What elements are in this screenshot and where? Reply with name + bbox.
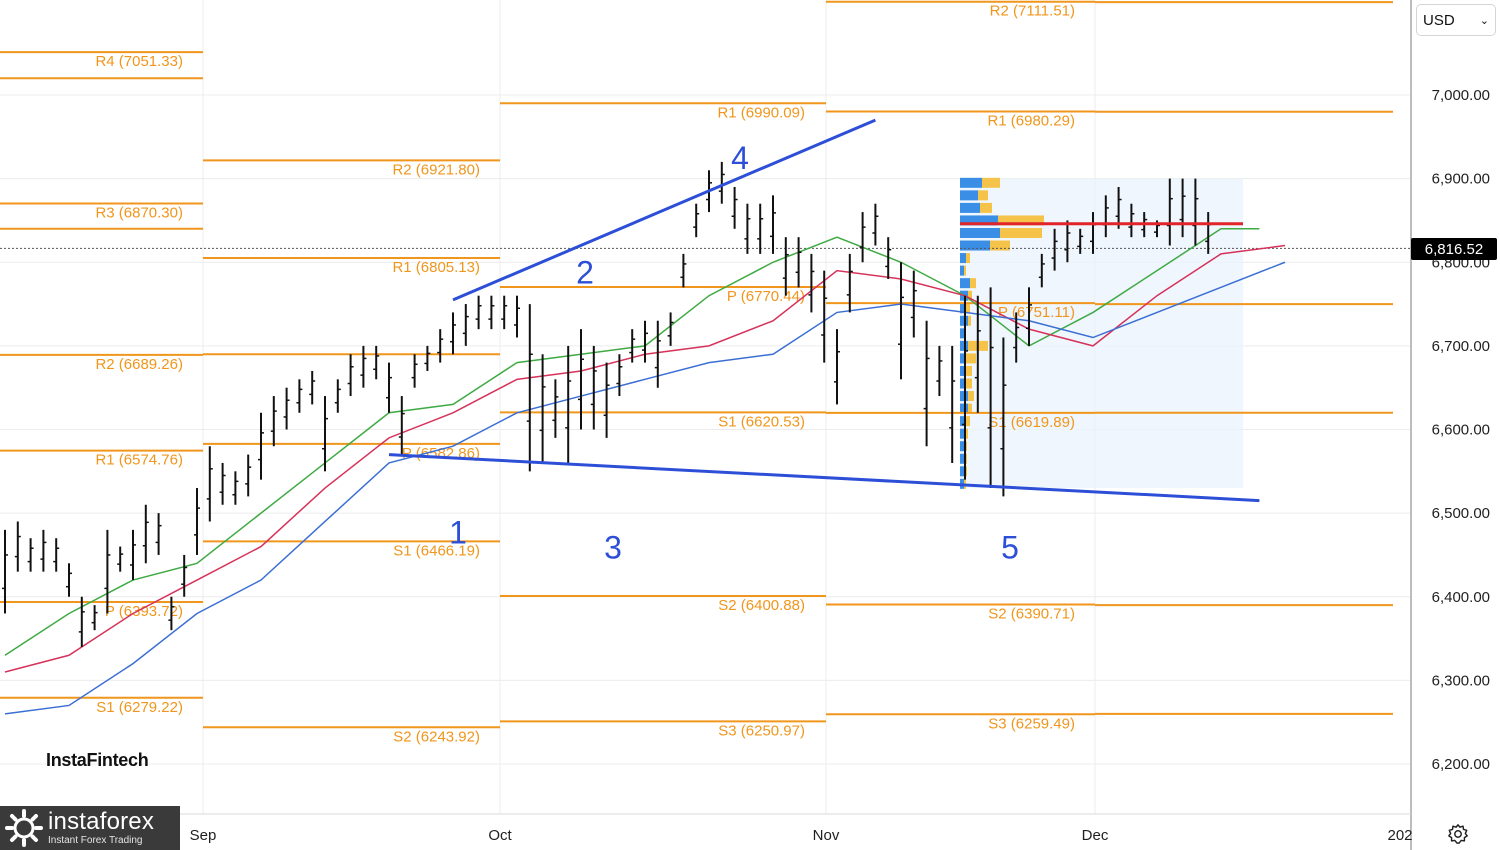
- pivot-label: P (6751.11): [998, 304, 1075, 321]
- pivot-label: S1 (6466.19): [393, 542, 480, 559]
- time-axis[interactable]: Sep Oct Nov Dec 202: [190, 827, 1413, 844]
- pivot-label: S2 (6390.71): [988, 606, 1075, 623]
- date-tick-label: 202: [1387, 827, 1412, 844]
- volume-profile-bar: [960, 378, 966, 389]
- volume-profile-bar: [960, 265, 964, 276]
- pivot-label: R3 (6870.30): [95, 204, 183, 221]
- footer-brand-badge: instaforex Instant Forex Trading: [0, 806, 180, 850]
- volume-profile-bar: [960, 428, 964, 439]
- footer-brand-name: instaforex: [48, 808, 155, 835]
- date-tick-label: Oct: [488, 827, 512, 844]
- volume-profile-bar: [960, 202, 980, 213]
- volume-profile-bar: [1000, 227, 1042, 238]
- wave-label: 3: [604, 530, 622, 566]
- pivot-label: P (6770.44): [727, 288, 805, 305]
- volume-profile-bar: [960, 453, 964, 464]
- pivot-label: S3 (6259.49): [988, 715, 1075, 732]
- volume-profile-bar: [960, 177, 982, 188]
- pivot-label: R2 (7111.51): [990, 3, 1075, 20]
- volume-profile-bar: [960, 328, 964, 339]
- volume-profile-bar: [960, 303, 966, 314]
- pivot-label: S2 (6243.92): [393, 728, 480, 745]
- pivot-label: R1 (6574.76): [95, 452, 183, 469]
- wave-label: 2: [576, 254, 594, 290]
- volume-profile-bar: [968, 391, 974, 402]
- date-tick-label: Sep: [190, 827, 217, 844]
- date-tick-label: Nov: [813, 827, 840, 844]
- volume-profile-bar: [960, 253, 966, 264]
- volume-profile-bar: [980, 202, 992, 213]
- volume-profile-bar: [998, 215, 1044, 226]
- volume-profile-bar: [960, 190, 978, 201]
- volume-profile-bar: [960, 227, 1000, 238]
- volume-profile-bar: [966, 253, 970, 264]
- wave-label: 1: [449, 515, 467, 551]
- volume-profile-bar: [968, 290, 972, 301]
- chevron-down-icon: ⌄: [1479, 14, 1489, 27]
- pivot-label: S1 (6279.22): [96, 699, 183, 716]
- volume-profile-bar: [960, 353, 966, 364]
- pivot-label: S2 (6400.88): [718, 597, 805, 614]
- date-tick-label: Dec: [1082, 827, 1109, 844]
- volume-profile-bar: [978, 190, 988, 201]
- volume-profile-bar: [966, 416, 970, 427]
- gear-icon[interactable]: [1444, 820, 1472, 848]
- price-tick-label: 6,500.00: [1432, 505, 1490, 522]
- pivot-label: R1 (6980.29): [987, 112, 1075, 129]
- last-price-tag: 6,816.52: [1411, 238, 1497, 260]
- volume-profile-bar: [960, 441, 964, 452]
- price-tick-label: 6,700.00: [1432, 338, 1490, 355]
- pivot-levels: R4 (7051.33) R3 (6870.30) R2 (6689.26) R1 (…: [0, 0, 1393, 745]
- pivot-label: S1 (6620.53): [718, 413, 805, 430]
- volume-profile-bar: [964, 365, 972, 376]
- pivot-label: R4 (7051.33): [95, 53, 183, 70]
- volume-profile-bar: [982, 177, 1000, 188]
- volume-profile-bar: [968, 403, 972, 414]
- pivot-label: R2 (6921.80): [392, 161, 480, 178]
- wave-labels: 1 2 3 4 5: [449, 140, 1019, 566]
- volume-profile-bar: [960, 240, 990, 251]
- trendline-lower: [388, 453, 1260, 503]
- chart-logo: InstaFintech: [46, 750, 149, 770]
- pivot-label: R2 (6689.26): [95, 356, 183, 373]
- trendline-upper: [452, 118, 876, 302]
- instaforex-logo-icon: [5, 809, 43, 847]
- price-tick-label: 6,300.00: [1432, 672, 1490, 689]
- trendlines: [388, 118, 1260, 503]
- volume-profile-bar: [966, 303, 970, 314]
- price-tick-label: 6,900.00: [1432, 171, 1490, 188]
- volume-profile-bar: [966, 353, 976, 364]
- price-tick-label: 6,200.00: [1432, 756, 1490, 773]
- volume-profile-bar: [960, 466, 964, 477]
- volume-profile-bar: [966, 378, 972, 389]
- price-tick-label: 6,600.00: [1432, 422, 1490, 439]
- volume-profile-bar: [990, 240, 1010, 251]
- volume-profile-bar: [960, 365, 964, 376]
- volume-profile-bar: [960, 278, 970, 289]
- volume-profile-bar: [968, 315, 971, 326]
- price-tick-label: 7,000.00: [1432, 87, 1490, 104]
- pivot-label: R1 (6990.09): [717, 104, 805, 121]
- currency-value: USD: [1423, 11, 1455, 29]
- pivot-label: S3 (6250.97): [718, 722, 805, 739]
- pivot-label: R1 (6805.13): [392, 259, 480, 276]
- wave-label: 4: [731, 140, 749, 176]
- footer-brand-tagline: Instant Forex Trading: [48, 835, 143, 846]
- currency-selector[interactable]: USD ⌄: [1416, 4, 1496, 36]
- price-tick-label: 6,400.00: [1432, 589, 1490, 606]
- volume-profile-bar: [960, 215, 998, 226]
- moving-average-blue: [4, 261, 1286, 715]
- volume-profile-bar: [964, 265, 966, 276]
- price-axis[interactable]: 6,200.00 6,300.00 6,400.00 6,500.00 6,600.00…: [1432, 87, 1490, 773]
- pivot-label: S1 (6619.89): [988, 414, 1075, 431]
- volume-profile-bar: [970, 278, 976, 289]
- volume-profile-bar: [960, 416, 966, 427]
- price-bars: [2, 161, 1212, 647]
- wave-label: 5: [1001, 530, 1019, 566]
- pivot-label: P (6393.72): [105, 603, 183, 620]
